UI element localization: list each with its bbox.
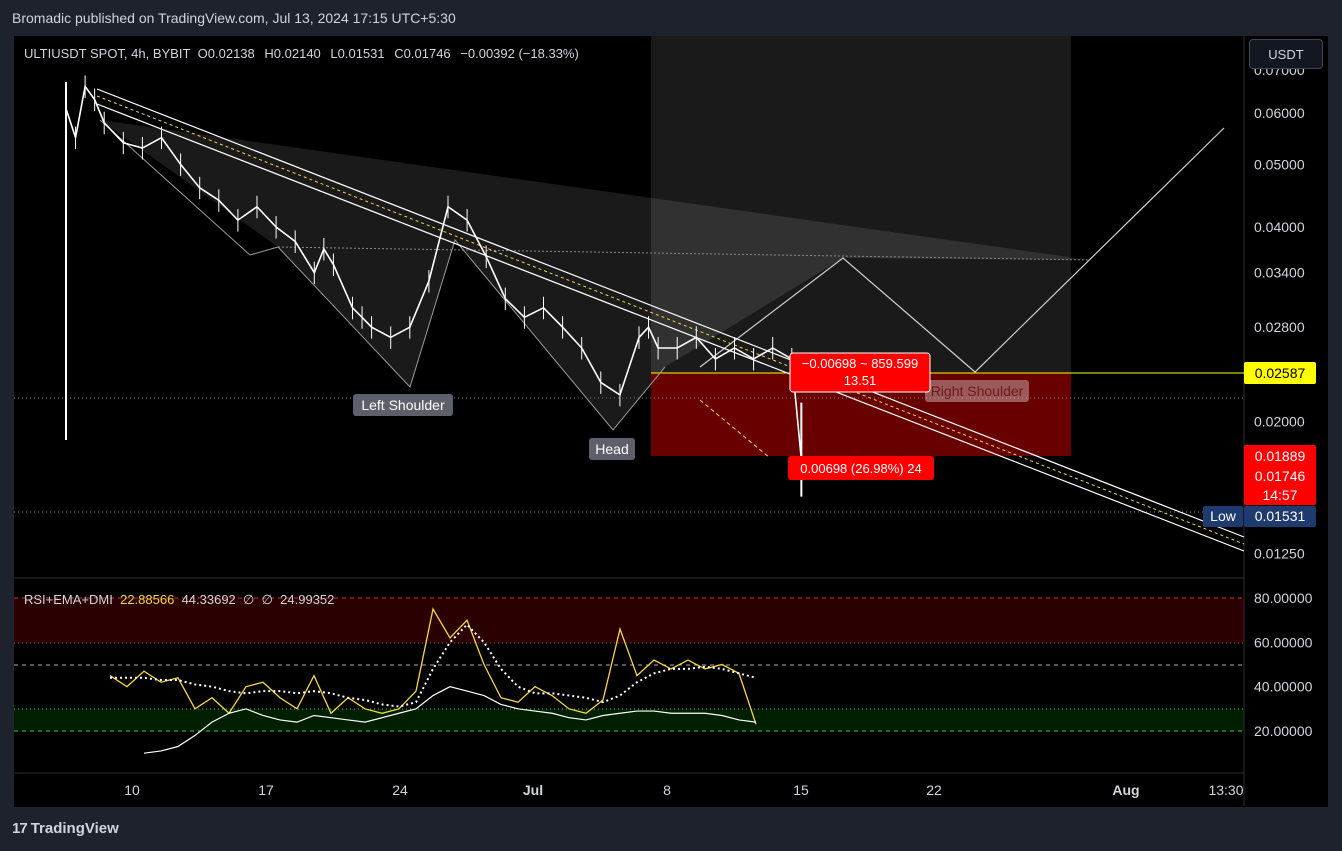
time-tick-1: 17	[258, 782, 274, 798]
rsi-axis[interactable]: 80.00000 60.00000 40.00000 20.00000	[1254, 590, 1313, 739]
time-tick-2: 24	[392, 782, 408, 798]
na-value-1: ∅	[243, 592, 255, 607]
price-tick-9: 0.01250	[1254, 546, 1305, 562]
rsi-tick-0: 80.00000	[1254, 590, 1313, 606]
svg-text:Right Shoulder: Right Shoulder	[931, 383, 1024, 399]
low-label: L	[330, 46, 338, 61]
rsi-indicator-name[interactable]: RSI+EMA+DMI	[24, 592, 113, 607]
svg-text:14:57: 14:57	[1262, 487, 1297, 503]
svg-text:13.51: 13.51	[844, 373, 877, 388]
price-tick-1: 0.06000	[1254, 105, 1305, 121]
svg-text:0.01531: 0.01531	[1255, 508, 1306, 524]
tradingview-icon: 17	[12, 820, 28, 837]
position-stop-label[interactable]: 0.00698 (26.98%) 24	[788, 456, 934, 480]
svg-text:Left Shoulder: Left Shoulder	[361, 397, 445, 413]
currency-button[interactable]: USDT	[1249, 39, 1323, 69]
time-tick-7: Aug	[1112, 782, 1139, 798]
time-axis[interactable]: 10 17 24 Jul 8 15 22 Aug 13:30	[124, 782, 1244, 798]
price-tick-5: 0.02800	[1254, 319, 1305, 335]
time-tick-4: 8	[663, 782, 671, 798]
time-tick-0: 10	[124, 782, 140, 798]
head-label[interactable]: Head	[589, 438, 635, 460]
high-value: 0.02140	[273, 46, 321, 61]
svg-text:Head: Head	[595, 441, 628, 457]
time-tick-8: 13:30	[1208, 782, 1243, 798]
rsi-oversold-zone	[14, 709, 1244, 731]
close-value: 0.01746	[403, 46, 451, 61]
svg-text:Low: Low	[1210, 508, 1237, 524]
svg-text:0.01746: 0.01746	[1255, 468, 1306, 484]
time-tick-5: 15	[793, 782, 809, 798]
rsi-line-0	[109, 607, 757, 725]
top-bar: Bromadic published on TradingView.com, J…	[0, 0, 1342, 36]
price-series	[65, 75, 803, 497]
dmi-value: 24.99352	[280, 592, 335, 607]
ema-value: 44.33692	[181, 592, 236, 607]
svg-text:0.00698 (26.98%) 24: 0.00698 (26.98%) 24	[800, 461, 921, 476]
na-value-2: ∅	[261, 592, 273, 607]
time-tick-6: 22	[926, 782, 942, 798]
price-tick-3: 0.04000	[1254, 219, 1305, 235]
footer-bar	[0, 807, 1342, 851]
change-value: −0.00392 (−18.33%)	[460, 46, 579, 61]
rsi-series	[109, 607, 757, 754]
left-shoulder-label[interactable]: Left Shoulder	[353, 394, 453, 416]
hs-pattern-fill	[100, 120, 1090, 430]
price-tick-7: 0.02000	[1254, 414, 1305, 430]
rsi-legend: RSI+EMA+DMI 22.88566 44.33692 ∅ ∅ 24.993…	[24, 592, 334, 608]
current-price-badge: 0.01889 0.01746 14:57	[1244, 445, 1316, 505]
rsi-tick-1: 60.00000	[1254, 634, 1313, 650]
hs-outline	[99, 119, 666, 431]
svg-text:0.01889: 0.01889	[1255, 448, 1306, 464]
trendline-mid	[96, 95, 1245, 545]
low-price-badge: Low 0.01531	[1203, 506, 1316, 527]
projection-path	[699, 127, 1225, 373]
rsi-value: 22.88566	[120, 592, 175, 607]
price-tick-2: 0.05000	[1254, 156, 1305, 172]
low-value: 0.01531	[337, 46, 385, 61]
rsi-tick-2: 40.00000	[1254, 679, 1313, 695]
svg-text:−0.00698 ~ 859.599: −0.00698 ~ 859.599	[802, 356, 918, 371]
rsi-tick-3: 20.00000	[1254, 723, 1313, 739]
price-tick-4: 0.03400	[1254, 265, 1305, 281]
svg-text:0.02587: 0.02587	[1255, 365, 1306, 381]
rsi-overbought-zone	[14, 598, 1244, 643]
target-projection-zone	[651, 36, 1071, 373]
brand-name: TradingView	[30, 820, 119, 837]
trendline-upper	[96, 88, 1245, 538]
right-shoulder-label[interactable]: Right Shoulder	[925, 380, 1029, 402]
close-label: C	[394, 46, 404, 61]
position-target-label[interactable]: −0.00698 ~ 859.599 13.51	[789, 352, 931, 393]
high-label: H	[264, 46, 274, 61]
entry-price-badge: 0.02587	[1244, 362, 1316, 384]
open-value: 0.02138	[207, 46, 255, 61]
symbol-legend: ULTIUSDT SPOT, 4h, BYBIT O0.02138 H0.021…	[24, 46, 585, 61]
publish-info: Bromadic published on TradingView.com, J…	[12, 10, 456, 26]
time-tick-3: Jul	[523, 782, 543, 798]
open-label: O	[197, 46, 208, 61]
symbol-name[interactable]: ULTIUSDT SPOT, 4h, BYBIT	[24, 46, 191, 61]
trendline-lower	[96, 103, 1245, 552]
tradingview-logo[interactable]: 17 TradingView	[12, 820, 119, 837]
rsi-line-2	[143, 686, 757, 754]
